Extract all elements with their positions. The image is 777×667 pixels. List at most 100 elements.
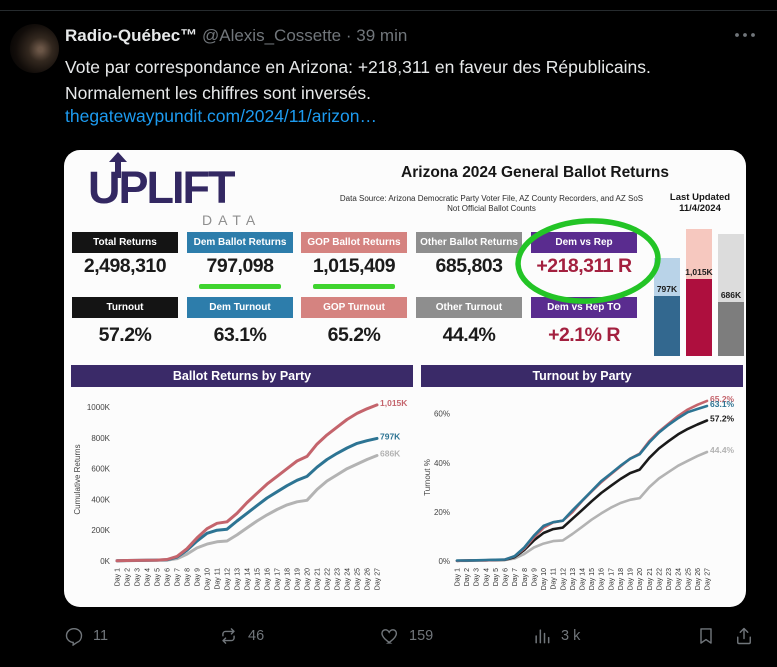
series-end-label: 44.4% xyxy=(710,445,735,455)
x-tick-label: Day 11 xyxy=(551,568,558,590)
tweet-link[interactable]: thegatewaypundit.com/2024/11/arizon… xyxy=(65,106,377,126)
mini-bar: 686K xyxy=(718,234,744,356)
y-tick-label: 800K xyxy=(91,434,110,443)
x-tick-label: Day 21 xyxy=(647,568,654,590)
author-name[interactable]: Radio-Québec™ xyxy=(65,26,198,45)
series-end-label: 797K xyxy=(380,431,401,441)
y-axis-label: Turnout % xyxy=(423,459,432,496)
series-line-gop xyxy=(115,403,379,563)
x-tick-label: Day 12 xyxy=(225,568,232,590)
series-end-label: 57.2% xyxy=(710,414,735,424)
stat-chip: GOP Turnout xyxy=(301,297,407,318)
series-end-label: 65.2% xyxy=(710,394,735,404)
like-button[interactable]: 159 xyxy=(380,626,433,646)
stat-value: 63.1% xyxy=(213,324,267,346)
x-tick-label: Day 10 xyxy=(205,568,212,590)
x-tick-label: Day 23 xyxy=(666,568,673,590)
x-tick-label: Day 16 xyxy=(599,568,606,590)
x-tick-label: Day 1 xyxy=(115,568,122,586)
x-tick-label: Day 2 xyxy=(464,568,471,586)
mini-bar-label: 686K xyxy=(720,290,742,301)
mini-bar: 1,015K xyxy=(685,229,713,356)
stat-value: +2.1% R xyxy=(548,324,620,346)
registration-vs-returns-bars: 797K 1,015K 686K xyxy=(648,222,744,356)
stat-chip: Dem Turnout xyxy=(187,297,293,318)
series-end-label: 1,015K xyxy=(380,398,408,408)
series-line-other xyxy=(455,450,709,563)
x-tick-label: Day 5 xyxy=(155,568,162,586)
x-tick-label: Day 16 xyxy=(265,568,272,590)
mini-bar-label: 1,015K xyxy=(685,266,713,277)
uplift-logo-sub: DATA xyxy=(202,212,262,228)
views-button[interactable]: 3 k xyxy=(532,626,580,646)
x-tick-label: Day 23 xyxy=(335,568,342,590)
x-tick-label: Day 13 xyxy=(235,568,242,590)
y-tick-label: 200K xyxy=(91,526,110,535)
x-tick-label: Day 17 xyxy=(608,568,615,590)
last-updated-date: 11/4/2024 xyxy=(679,203,721,214)
more-options-icon[interactable] xyxy=(733,26,763,44)
x-tick-label: Day 3 xyxy=(474,568,481,586)
y-tick-label: 0K xyxy=(100,557,110,566)
uplift-logo: UPLIFT xyxy=(88,162,235,213)
series-end-label: 686K xyxy=(380,449,401,459)
x-tick-label: Day 22 xyxy=(656,568,663,590)
x-tick-label: Day 11 xyxy=(215,568,222,590)
ballot-returns-chart: 0K 200K 400K 600K 800K 1000K Cumulative Return… xyxy=(73,398,408,590)
series-line-dem xyxy=(455,404,709,562)
series-end-label: 63.1% xyxy=(710,399,735,409)
uplift-logo-arrow-icon xyxy=(109,152,127,178)
x-tick-label: Day 26 xyxy=(365,568,372,590)
like-icon xyxy=(381,629,398,644)
green-underline xyxy=(199,284,281,289)
top-divider xyxy=(0,0,777,11)
repost-button[interactable]: 46 xyxy=(218,626,264,646)
source-line1: Data Source: Arizona Democratic Party Vo… xyxy=(339,194,644,203)
stat-value: 1,015,409 xyxy=(312,255,396,277)
stat-chip: Other Turnout xyxy=(416,297,522,318)
x-tick-label: Day 21 xyxy=(315,568,322,590)
dashboard-image[interactable]: UPLIFT DATA Arizona 2024 General Ballot … xyxy=(64,150,746,607)
reply-button[interactable]: 11 xyxy=(64,626,108,646)
stat-value: 2,498,310 xyxy=(83,255,167,277)
x-tick-label: Day 6 xyxy=(503,568,510,586)
author-handle[interactable]: @Alexis_Cossette xyxy=(201,26,342,45)
tweet-text-line1: Vote par correspondance en Arizona: +218… xyxy=(65,57,651,77)
stat-chip: Dem Ballot Returns xyxy=(187,232,293,253)
green-underline xyxy=(313,284,395,289)
reply-icon xyxy=(65,627,83,646)
x-tick-label: Day 20 xyxy=(305,568,312,590)
mini-bar-returned xyxy=(718,302,744,356)
x-tick-label: Day 18 xyxy=(285,568,292,590)
x-tick-label: Day 15 xyxy=(589,568,596,590)
share-button[interactable] xyxy=(734,626,754,646)
reply-count: 11 xyxy=(93,628,109,644)
x-tick-label: Day 24 xyxy=(345,568,352,590)
x-tick-label: Day 13 xyxy=(570,568,577,590)
mini-bar-returned xyxy=(686,278,712,356)
chart-title-turnout: Turnout by Party xyxy=(421,365,743,387)
y-tick-label: 0% xyxy=(438,557,450,566)
mini-bar: 797K xyxy=(654,258,680,356)
dashboard-source: Data Source: Arizona Democratic Party Vo… xyxy=(319,194,664,214)
x-tick-label: Day 7 xyxy=(175,568,182,586)
source-line2: Not Official Ballot Counts xyxy=(447,204,536,213)
x-tick-label: Day 4 xyxy=(483,568,490,586)
bookmark-icon xyxy=(700,628,712,644)
x-tick-label: Day 9 xyxy=(531,568,538,586)
x-tick-label: Day 14 xyxy=(580,568,587,590)
x-tick-label: Day 5 xyxy=(493,568,500,586)
x-tick-label: Day 12 xyxy=(560,568,567,590)
timestamp[interactable]: 39 min xyxy=(356,26,408,45)
meta-dot: · xyxy=(345,26,352,45)
stat-chip: Other Ballot Returns xyxy=(416,232,522,253)
x-tick-label: Day 14 xyxy=(245,568,252,590)
last-updated-label: Last Updated xyxy=(669,192,731,203)
tweet-header: Radio-Québec™ @Alexis_Cossette · 39 min xyxy=(65,26,705,46)
x-tick-label: Day 19 xyxy=(295,568,302,590)
bookmark-button[interactable] xyxy=(696,626,716,646)
x-tick-label: Day 26 xyxy=(695,568,702,590)
x-tick-label: Day 1 xyxy=(455,568,462,586)
avatar[interactable] xyxy=(10,24,59,73)
like-count: 159 xyxy=(409,628,434,644)
